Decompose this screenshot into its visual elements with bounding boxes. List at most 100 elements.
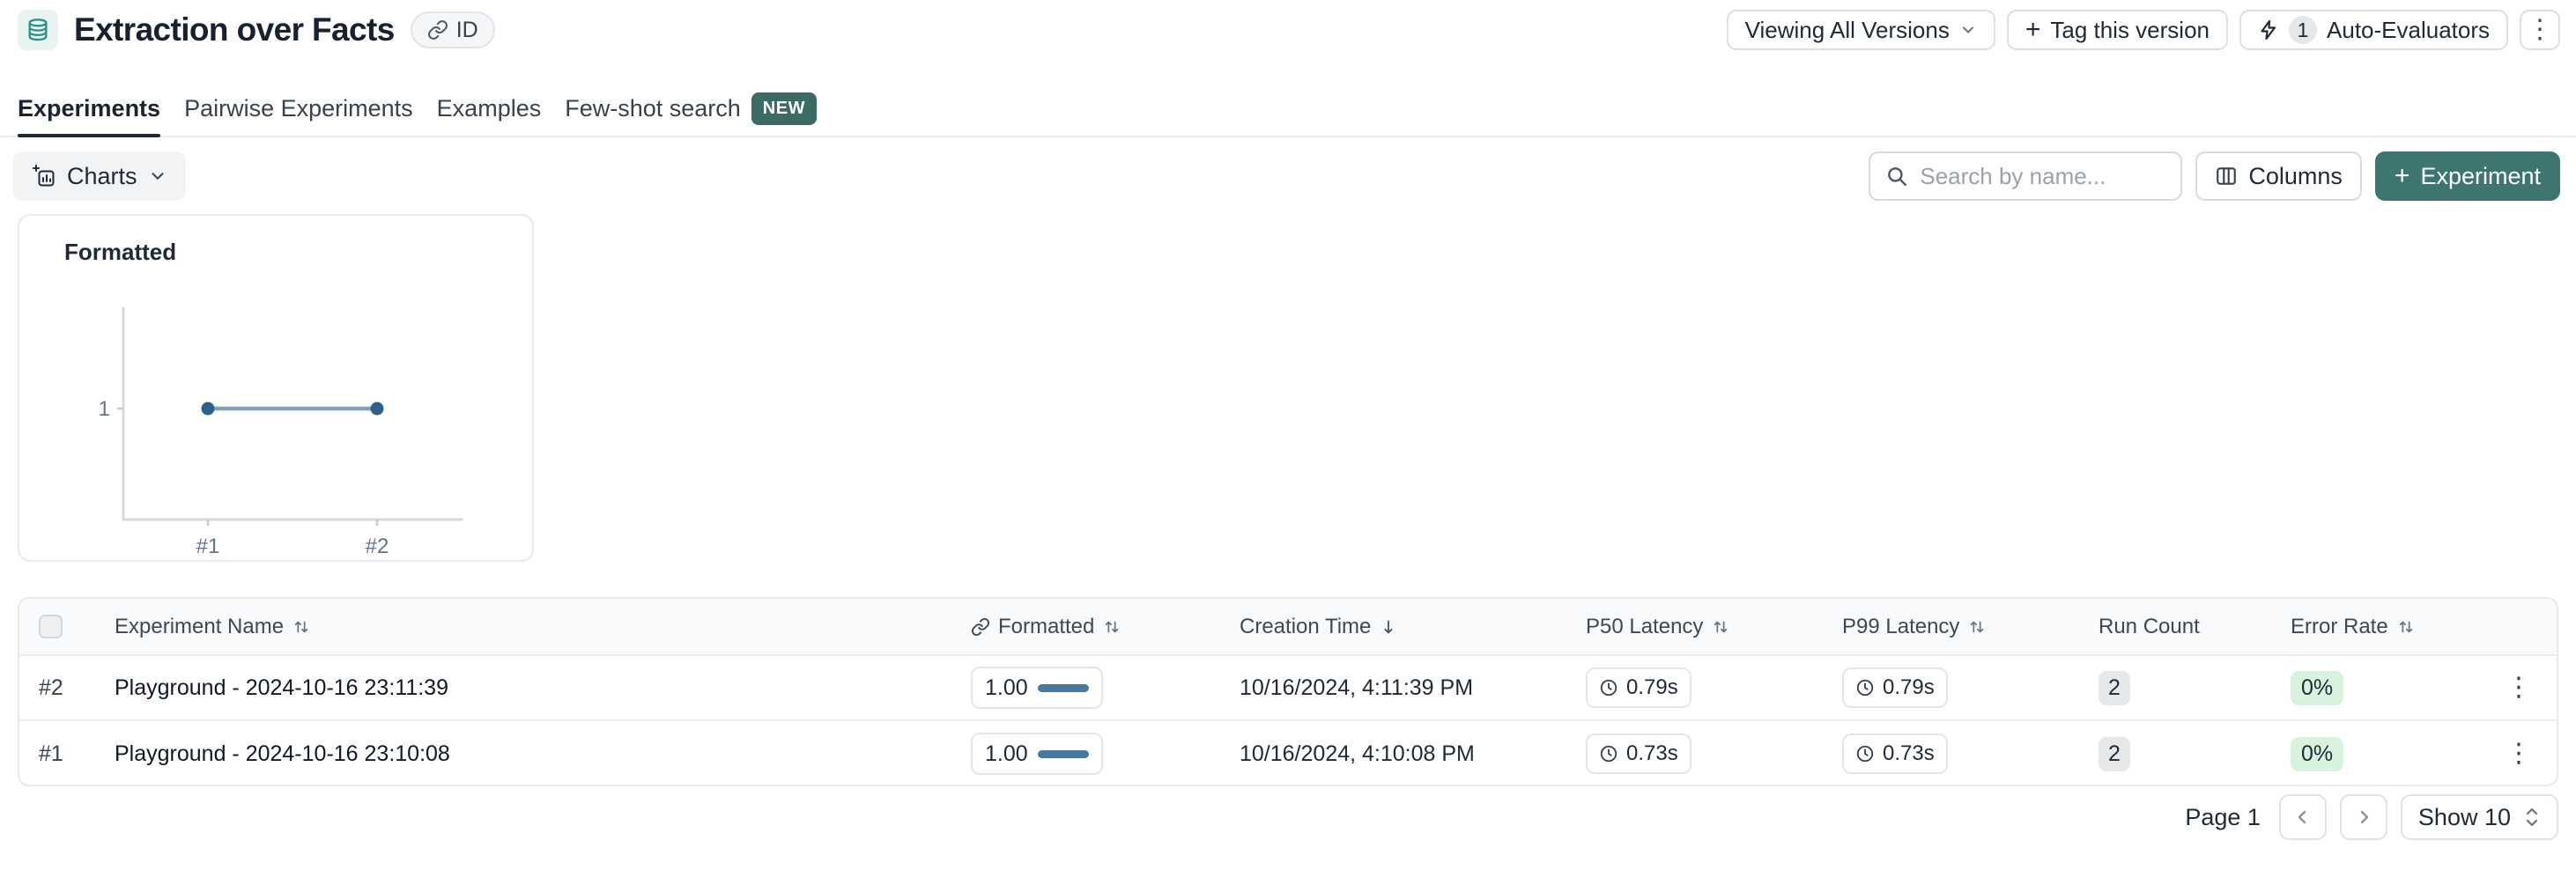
latency-pill: 0.73s (1586, 734, 1691, 774)
plus-icon: + (2025, 15, 2041, 44)
chart-icon (32, 164, 56, 188)
table-row[interactable]: #2 Playground - 2024-10-16 23:11:39 1.00… (19, 656, 2557, 721)
next-page-button[interactable] (2339, 794, 2387, 840)
kebab-icon[interactable]: ⋮ (2506, 739, 2532, 768)
column-formatted[interactable]: Formatted (971, 615, 1240, 639)
tab-experiments[interactable]: Experiments (18, 81, 161, 137)
toolbar: Charts Columns + Experiment (13, 151, 2560, 201)
run-count-cell: 2 (2099, 670, 2291, 705)
previous-page-button[interactable] (2278, 794, 2327, 840)
search-icon (1885, 165, 1908, 188)
formatted-cell: 1.00 (971, 667, 1240, 709)
run-count-cell: 2 (2099, 736, 2291, 771)
chart-title: Formatted (64, 239, 177, 265)
copy-id-button[interactable]: ID (410, 11, 495, 48)
run-count-badge: 2 (2099, 736, 2130, 771)
header-actions: Viewing All Versions + Tag this version … (1726, 10, 2560, 50)
chevron-down-icon (148, 166, 167, 186)
chevron-down-icon (1959, 21, 1977, 39)
experiment-name-link[interactable]: Playground - 2024-10-16 23:11:39 (115, 675, 448, 700)
p50-latency-cell: 0.73s (1586, 734, 1842, 774)
run-count-badge: 2 (2099, 670, 2130, 705)
tab-bar: Experiments Pairwise Experiments Example… (0, 81, 2576, 137)
formatted-score-box[interactable]: 1.00 (971, 667, 1103, 709)
columns-button[interactable]: Columns (2195, 151, 2362, 201)
select-all-checkbox[interactable] (39, 615, 63, 638)
p99-latency-cell: 0.73s (1842, 734, 2099, 774)
tab-few-shot-search[interactable]: Few-shot search NEW (565, 81, 817, 136)
kebab-icon: ⋮ (2527, 15, 2553, 44)
score-bar (1037, 683, 1089, 692)
formatted-score-box[interactable]: 1.00 (971, 733, 1103, 775)
row-number[interactable]: #2 (39, 675, 63, 700)
svg-text:1: 1 (99, 397, 110, 421)
dataset-icon (18, 10, 58, 50)
experiments-table: Experiment Name Formatted Creati (18, 597, 2558, 786)
page-size-select[interactable]: Show 10 (2400, 794, 2558, 840)
column-p50-latency[interactable]: P50 Latency (1586, 615, 1842, 639)
column-error-rate[interactable]: Error Rate (2291, 615, 2484, 639)
chevron-right-icon (2353, 807, 2374, 828)
latency-pill: 0.79s (1586, 667, 1691, 708)
versions-dropdown[interactable]: Viewing All Versions (1726, 10, 1995, 50)
tag-version-button[interactable]: + Tag this version (2006, 10, 2229, 50)
sort-icon (292, 617, 311, 637)
link-icon (971, 617, 990, 637)
error-rate-badge: 0% (2291, 670, 2344, 705)
search-input[interactable] (1920, 162, 2216, 190)
table-header-row: Experiment Name Formatted Creati (19, 599, 2557, 656)
sort-desc-icon (1379, 617, 1398, 637)
latency-pill: 0.79s (1842, 667, 1948, 708)
table-row[interactable]: #1 Playground - 2024-10-16 23:10:08 1.00… (19, 721, 2557, 785)
score-bar (1037, 749, 1089, 758)
auto-evaluators-button[interactable]: 1 Auto-Evaluators (2239, 10, 2508, 50)
experiment-name-link[interactable]: Playground - 2024-10-16 23:10:08 (115, 741, 450, 766)
column-p99-latency[interactable]: P99 Latency (1842, 615, 2099, 639)
pagination: Page 1 Show 10 (2185, 794, 2558, 840)
sort-icon (1711, 617, 1730, 637)
charts-dropdown[interactable]: Charts (13, 151, 186, 201)
error-rate-badge: 0% (2291, 736, 2344, 771)
kebab-icon[interactable]: ⋮ (2506, 673, 2532, 702)
error-rate-cell: 0% (2291, 736, 2484, 771)
row-actions-cell: ⋮ (2484, 741, 2557, 767)
chart-card-formatted[interactable]: Formatted 1 #1 #2 (18, 214, 534, 562)
latency-pill: 0.73s (1842, 734, 1948, 774)
p50-latency-cell: 0.79s (1586, 667, 1842, 708)
new-badge: NEW (751, 92, 817, 125)
select-chevrons-icon (2523, 805, 2541, 829)
more-actions-button[interactable]: ⋮ (2520, 10, 2560, 50)
sort-icon (2396, 617, 2416, 637)
select-all-cell (39, 615, 115, 638)
plus-icon: + (2394, 161, 2410, 190)
row-number[interactable]: #1 (39, 741, 63, 766)
toolbar-right: Columns + Experiment (1869, 151, 2560, 201)
tab-examples[interactable]: Examples (436, 94, 542, 122)
search-box (1869, 151, 2216, 201)
column-creation-time[interactable]: Creation Time (1240, 615, 1586, 639)
column-experiment-name[interactable]: Experiment Name (115, 615, 971, 639)
sort-icon (1102, 617, 1121, 637)
page-header: Extraction over Facts ID Viewing All Ver… (18, 7, 2560, 53)
formatted-cell: 1.00 (971, 733, 1240, 775)
formatted-line-chart: 1 #1 #2 (99, 306, 463, 558)
tab-pairwise-experiments[interactable]: Pairwise Experiments (184, 94, 413, 122)
row-actions-cell: ⋮ (2484, 675, 2557, 701)
auto-evaluators-count: 1 (2289, 16, 2318, 44)
error-rate-cell: 0% (2291, 670, 2484, 705)
chevron-left-icon (2292, 807, 2313, 828)
columns-icon (2215, 165, 2238, 188)
sort-icon (1967, 617, 1987, 637)
creation-time-cell: 10/16/2024, 4:11:39 PM (1240, 675, 1474, 700)
clock-icon (1599, 744, 1618, 763)
clock-icon (1855, 678, 1875, 697)
header-left: Extraction over Facts ID (18, 10, 495, 50)
page-indicator: Page 1 (2185, 803, 2261, 830)
clock-icon (1599, 678, 1618, 697)
clock-icon (1855, 744, 1875, 763)
new-experiment-button[interactable]: + Experiment (2374, 151, 2560, 201)
creation-time-cell: 10/16/2024, 4:10:08 PM (1240, 741, 1475, 766)
svg-text:#1: #1 (196, 535, 220, 558)
page-title: Extraction over Facts (74, 11, 395, 48)
